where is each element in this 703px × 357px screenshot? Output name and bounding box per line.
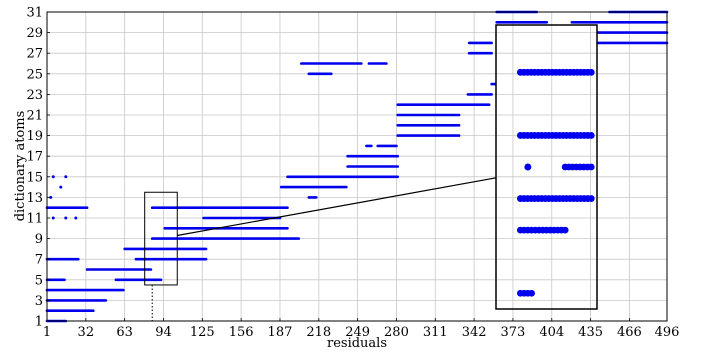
atom-point: [74, 216, 78, 220]
inset-point: [561, 226, 569, 234]
y-tick-label: 25: [26, 67, 43, 82]
x-tick-label: 342: [462, 325, 487, 340]
x-tick-label: 311: [423, 325, 448, 340]
y-tick-label: 11: [26, 212, 43, 227]
tick-labels: 1 32 63 94 125 156 187 218 249 280 311 342 373 404 435…: [26, 6, 679, 341]
x-tick-label: 496: [655, 325, 680, 340]
inset-point: [587, 163, 595, 171]
y-tick-label: 7: [35, 253, 43, 268]
inset-point: [587, 68, 595, 76]
atom-point: [51, 175, 55, 179]
x-tick-label: 94: [155, 325, 172, 340]
y-tick-label: 31: [26, 6, 43, 21]
y-tick-label: 5: [35, 273, 43, 288]
zoom-source-box: [144, 191, 178, 286]
inset-frame: [495, 24, 598, 310]
x-tick-label: 156: [229, 325, 254, 340]
y-tick-label: 3: [35, 294, 43, 309]
atom-point: [51, 216, 55, 220]
y-tick-label: 9: [35, 232, 43, 247]
y-tick-label: 23: [26, 88, 43, 103]
x-tick-label: 63: [116, 325, 133, 340]
atom-point: [64, 216, 68, 220]
y-tick-label: 1: [35, 315, 43, 330]
data-points: [49, 175, 78, 220]
inset-point: [528, 289, 535, 297]
y-tick-label: 17: [26, 150, 43, 165]
plot-frame: [46, 11, 668, 322]
x-tick-label: 218: [306, 325, 331, 340]
x-tick-label: 373: [501, 325, 526, 340]
x-axis-label: residuals: [327, 336, 387, 351]
x-tick-label: 32: [78, 325, 95, 340]
x-tick-label: 435: [578, 325, 603, 340]
y-tick-label: 21: [26, 109, 43, 124]
inset-point: [587, 132, 595, 139]
x-tick-label: 1: [43, 325, 51, 340]
y-tick-label: 13: [26, 191, 43, 206]
y-tick-label: 15: [26, 170, 43, 185]
atom-point: [59, 185, 63, 189]
y-axis-label: dictionary atoms: [13, 111, 28, 222]
zoom-connector: [177, 177, 497, 237]
x-tick-label: 249: [345, 325, 370, 340]
atom-point: [64, 175, 68, 179]
x-tick-label: 280: [384, 325, 409, 340]
inset-point: [524, 163, 532, 171]
x-tick-label: 125: [190, 325, 215, 340]
y-tick-label: 19: [26, 129, 43, 144]
zoom-inset: [495, 24, 598, 310]
y-tick-label: 27: [26, 47, 43, 62]
x-tick-label: 404: [539, 325, 564, 340]
y-tick-label: 29: [26, 26, 43, 41]
x-tick-label: 187: [268, 325, 293, 340]
x-tick-label: 466: [617, 325, 642, 340]
zoom-callout: [144, 177, 497, 321]
inset-point: [587, 195, 595, 202]
atom-point: [49, 195, 53, 199]
